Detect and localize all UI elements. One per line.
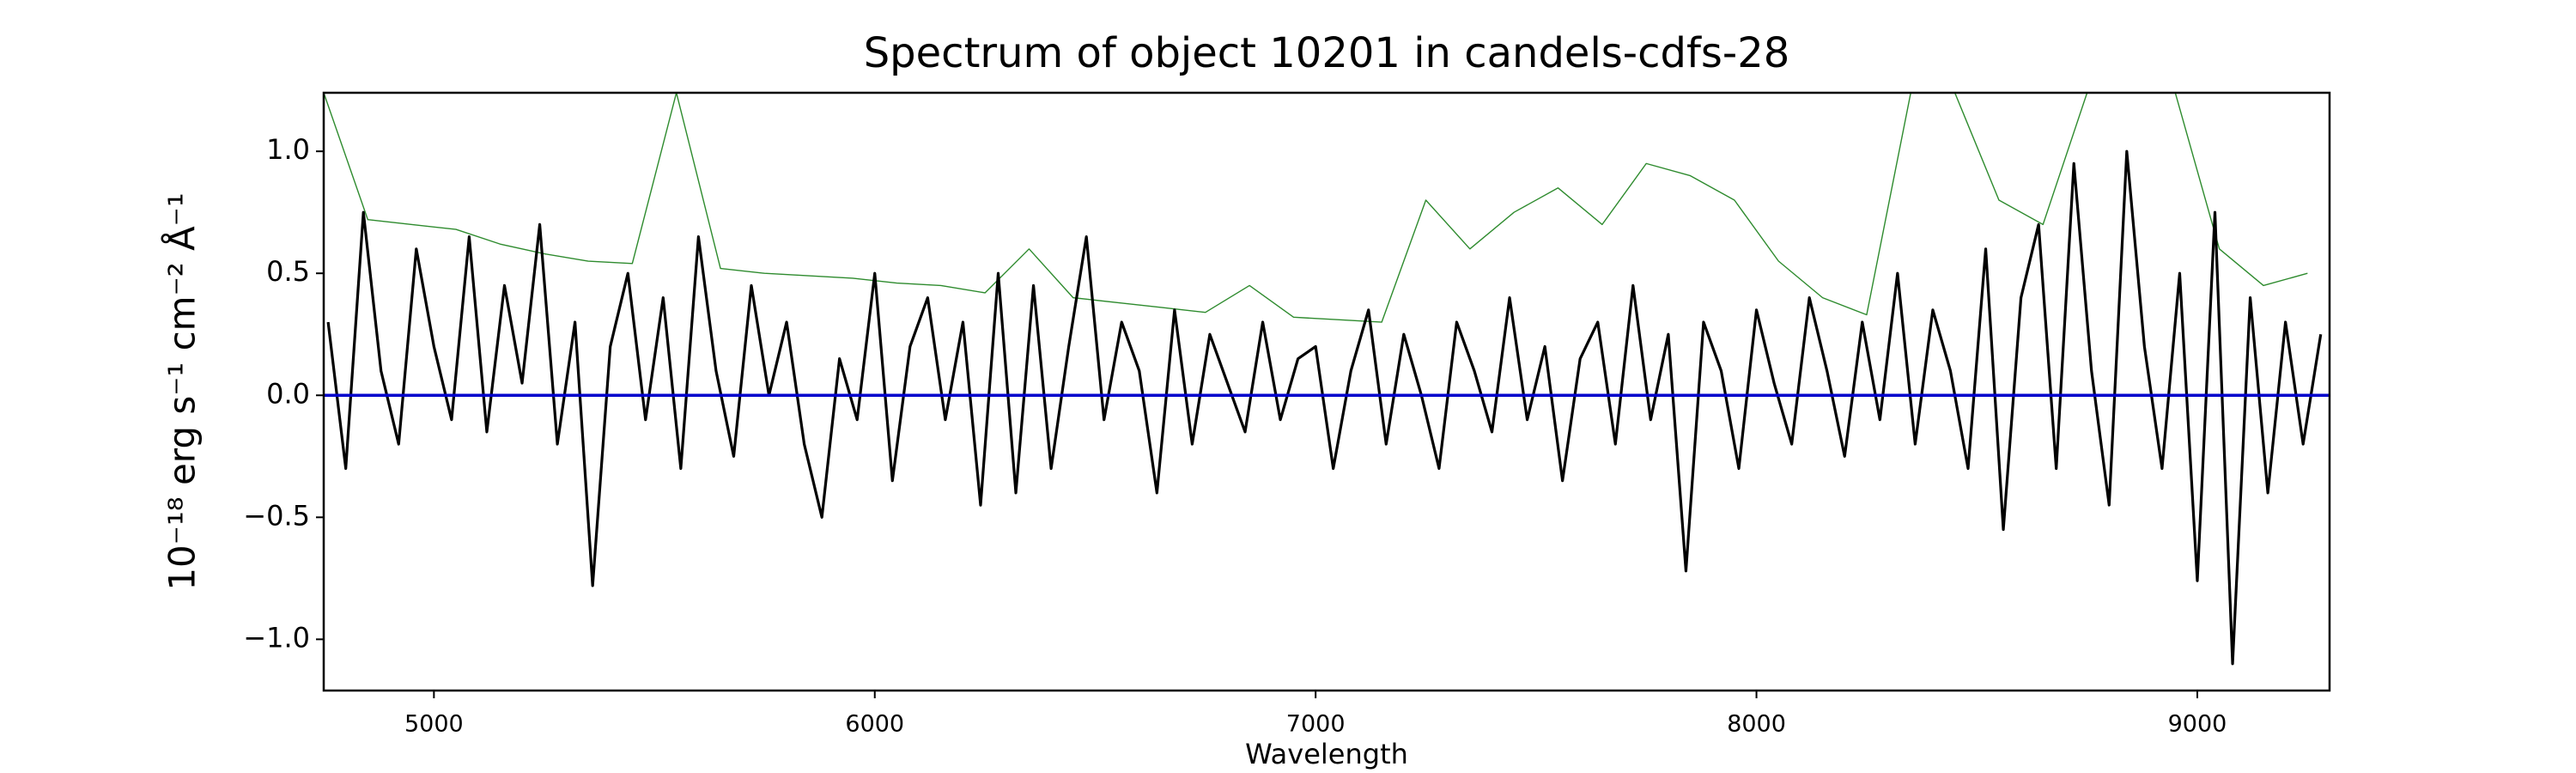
chart-title: Spectrum of object 10201 in candels-cdfs… <box>864 29 1790 77</box>
x-tick-label: 8000 <box>1727 711 1786 738</box>
x-tick-label: 6000 <box>845 711 904 738</box>
spectrum-line <box>324 93 2308 323</box>
plot-lines <box>324 93 2330 666</box>
y-tick-label: −1.0 <box>243 621 310 654</box>
y-tick-label: −0.5 <box>243 499 310 532</box>
x-axis-label: Wavelength <box>1245 738 1408 770</box>
plot-frame <box>322 91 2331 692</box>
y-tick-label: 0.5 <box>266 255 310 288</box>
y-tick-label: 1.0 <box>266 133 310 166</box>
x-tick-label: 5000 <box>404 711 464 738</box>
x-tick-label: 9000 <box>2168 711 2227 738</box>
spectrum-line <box>326 149 2323 666</box>
y-axis-label: 10⁻¹⁸ erg s⁻¹ cm⁻² Å⁻¹ <box>161 192 204 590</box>
x-tick-label: 7000 <box>1286 711 1346 738</box>
y-tick-label: 0.0 <box>266 377 310 410</box>
